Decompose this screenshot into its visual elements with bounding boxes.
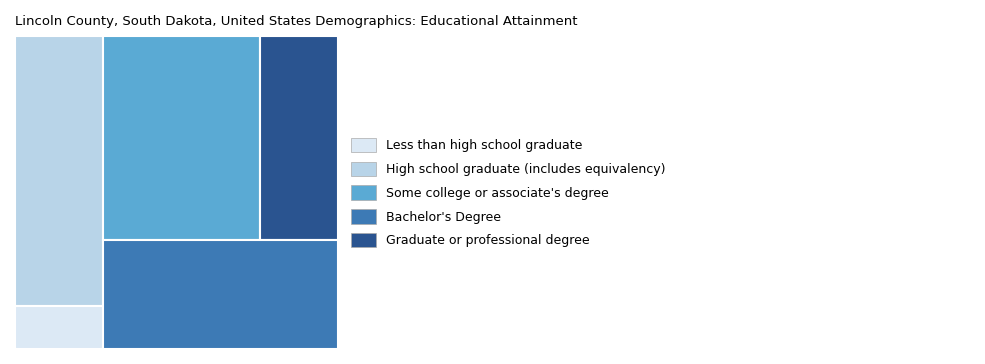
Bar: [15, 306, 103, 349]
Legend: Less than high school graduate, High school graduate (includes equivalency), Som: Less than high school graduate, High sch…: [352, 138, 666, 248]
Text: Lincoln County, South Dakota, United States Demographics: Educational Attainment: Lincoln County, South Dakota, United Sta…: [15, 15, 577, 28]
Bar: [103, 240, 339, 349]
Bar: [260, 36, 339, 240]
Bar: [103, 36, 260, 240]
Bar: [15, 36, 103, 306]
